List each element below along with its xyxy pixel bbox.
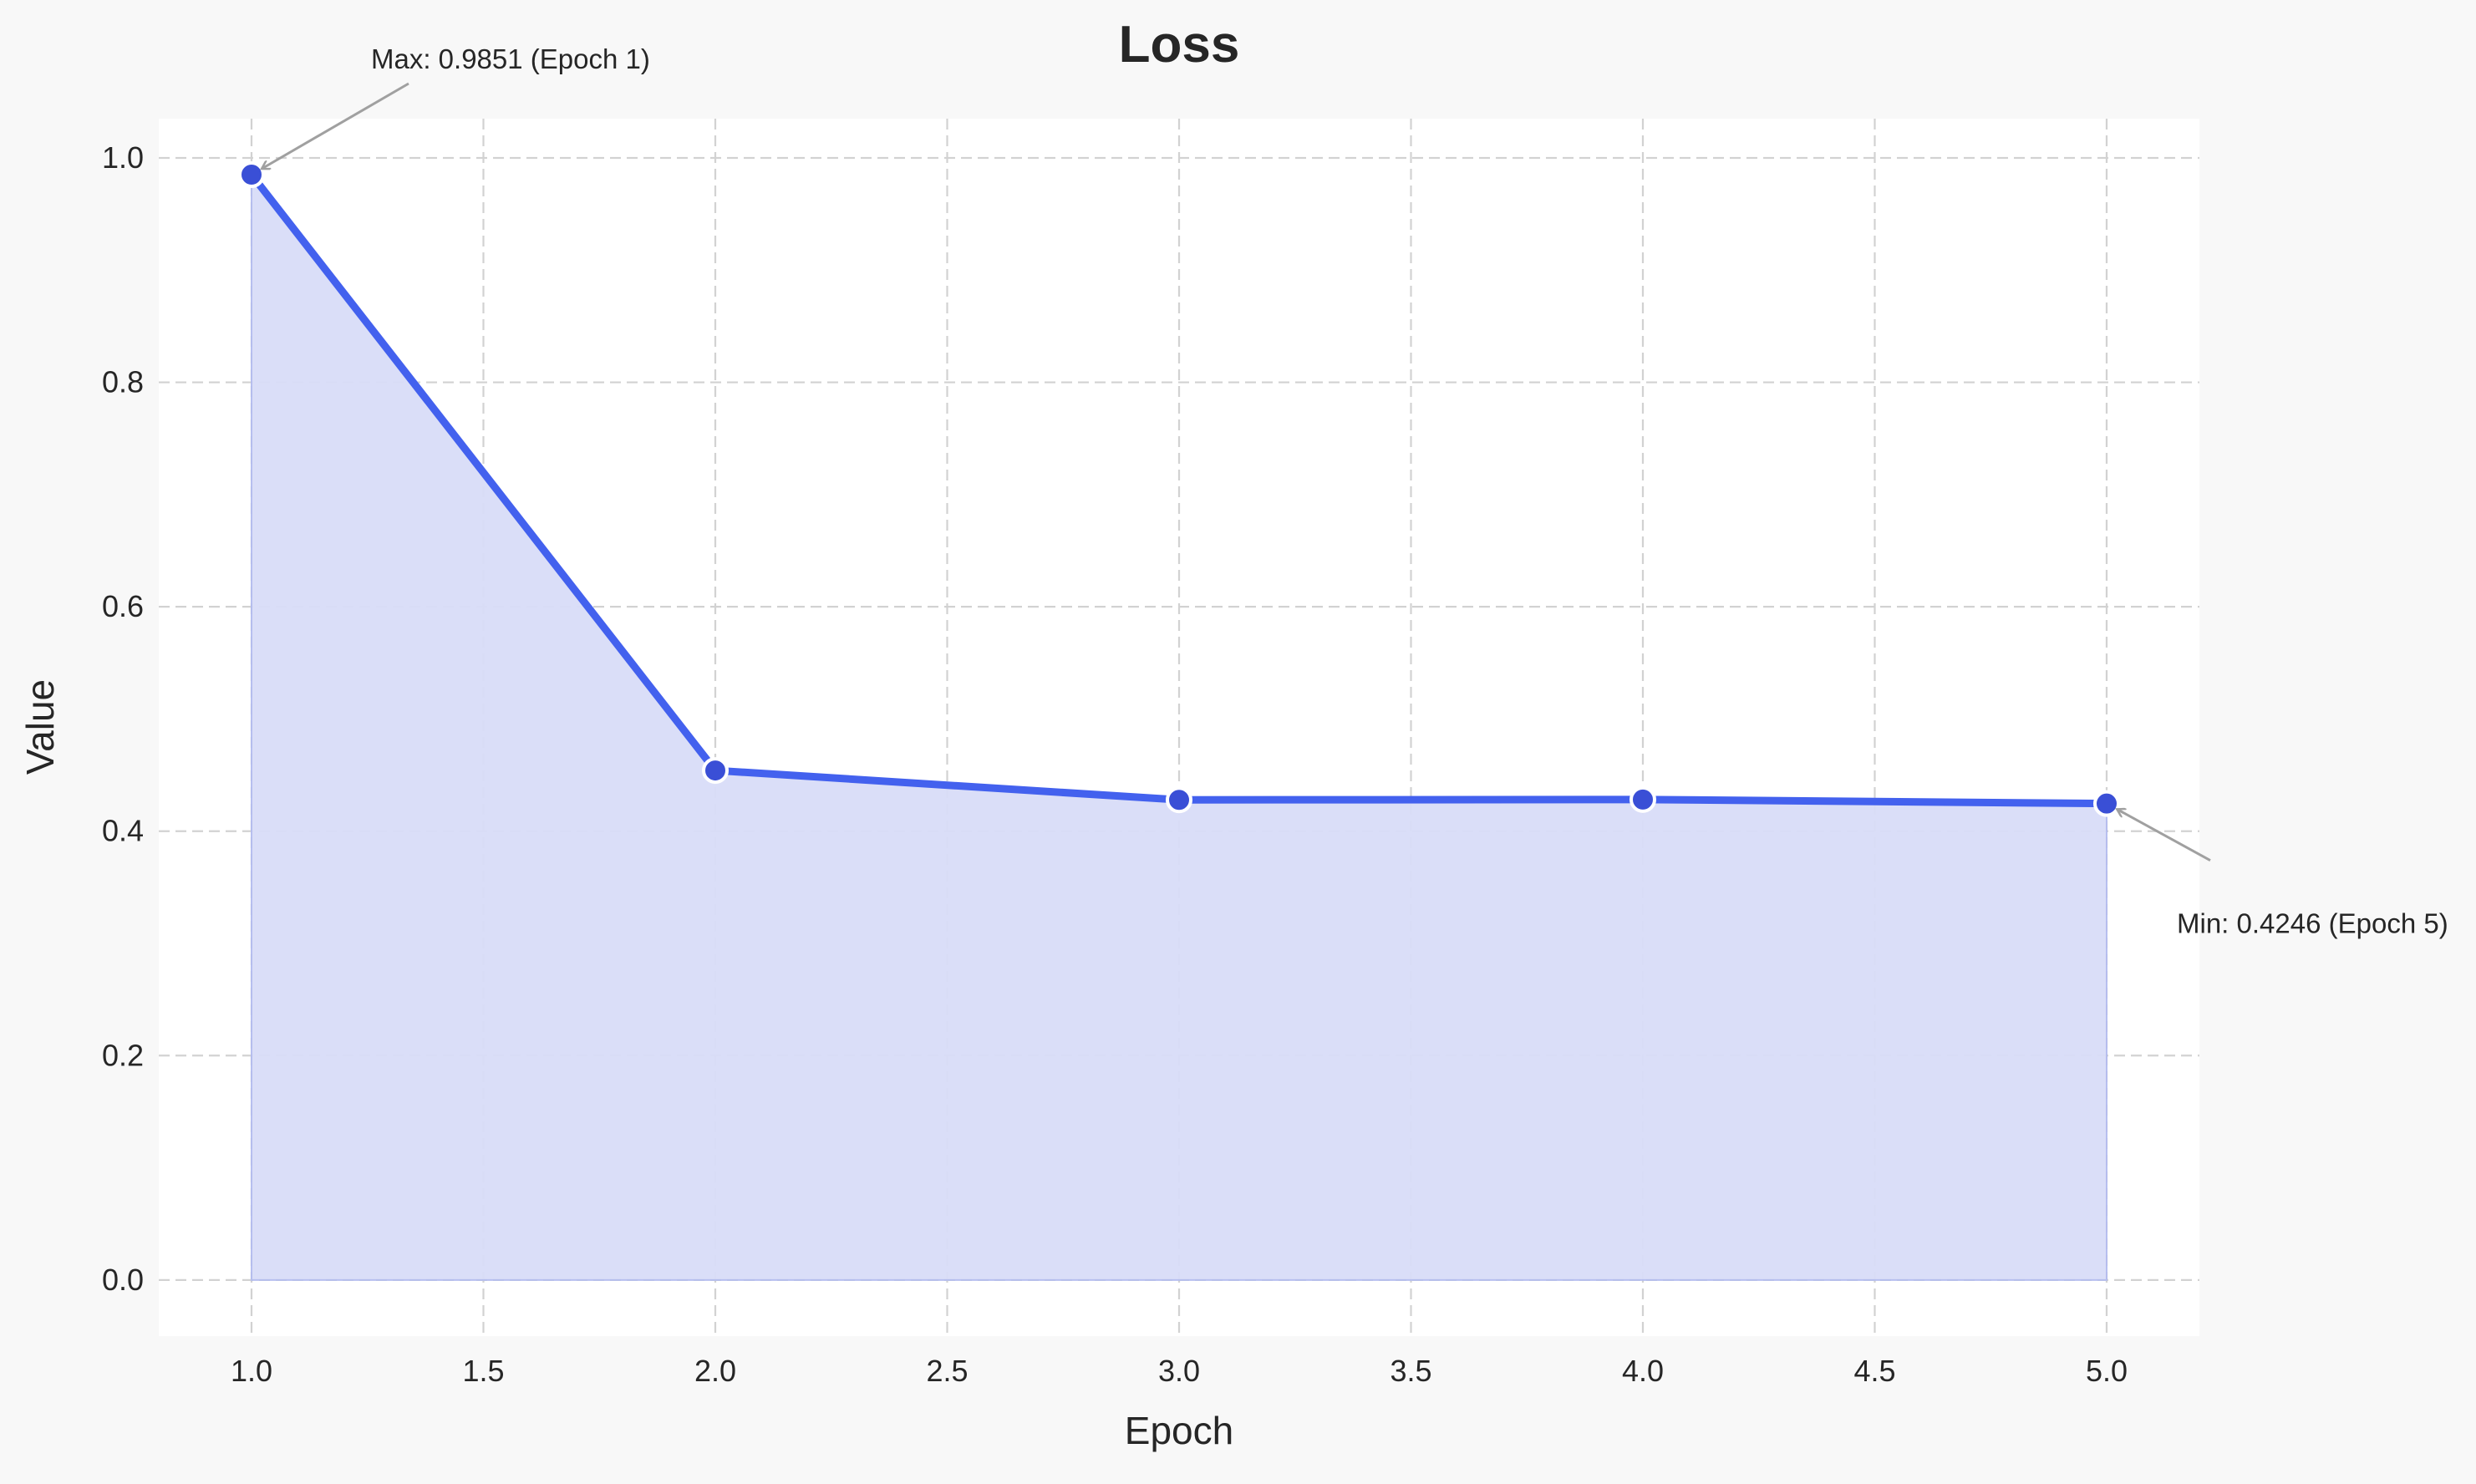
data-point (1166, 786, 1192, 814)
y-tick-label: 0.6 (102, 589, 144, 623)
y-tick-label: 1.0 (102, 140, 144, 175)
max-annotation-arrow (262, 82, 409, 169)
x-tick-label: 3.5 (1390, 1354, 1431, 1388)
x-tick-label: 2.0 (694, 1354, 736, 1388)
x-tick-label: 1.5 (462, 1354, 504, 1388)
x-tick-label: 4.5 (1853, 1354, 1895, 1388)
data-points (238, 161, 2120, 817)
data-point (1629, 785, 1656, 813)
min-annotation-label: Min: 0.4246 (Epoch 5) (2177, 908, 2448, 939)
x-tick-label: 5.0 (2086, 1354, 2128, 1388)
x-axis-label: Epoch (1125, 1409, 1233, 1452)
max-annotation-label: Max: 0.9851 (Epoch 1) (371, 43, 650, 74)
data-point (2093, 790, 2120, 817)
y-axis-label: Value (18, 679, 62, 775)
min-annotation-arrow (2117, 809, 2211, 861)
x-tick-label: 2.5 (926, 1354, 968, 1388)
chart-title: Loss (1119, 16, 1240, 74)
y-tick-label: 0.4 (102, 814, 144, 848)
tick-labels: 1.0 1.5 2.0 2.5 3.0 3.5 4.0 4.5 5.0 0.0 0.2 0.4 0.6 0… (102, 140, 2128, 1388)
x-tick-label: 1.0 (231, 1354, 272, 1388)
data-point (238, 161, 265, 189)
x-tick-label: 3.0 (1158, 1354, 1200, 1388)
y-tick-label: 0.8 (102, 365, 144, 399)
data-point (702, 757, 729, 785)
y-tick-label: 0.2 (102, 1038, 144, 1072)
x-tick-label: 4.0 (1622, 1354, 1664, 1388)
annotations: Max: 0.9851 (Epoch 1) Min: 0.4246 (Epoch … (262, 43, 2448, 939)
y-tick-label: 0.0 (102, 1263, 144, 1297)
